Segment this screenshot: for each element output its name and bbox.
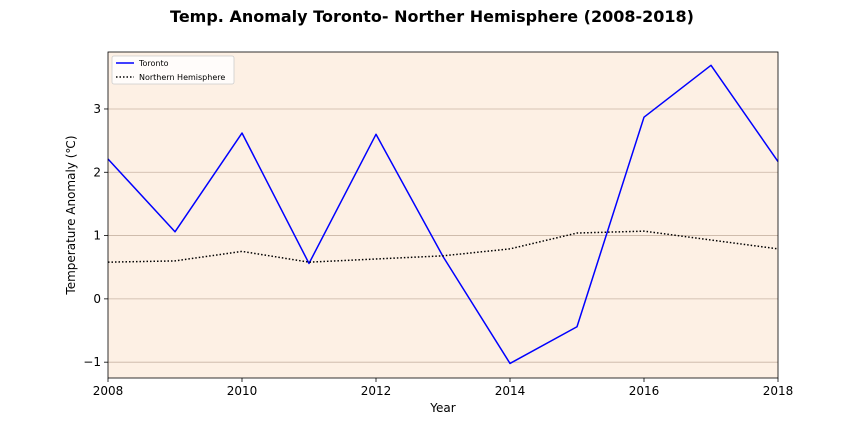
x-tick-label: 2016 [629,384,660,398]
x-axis-label: Year [429,401,455,415]
y-axis-label: Temperature Anomaly (℃) [64,135,78,295]
y-axis-ticks: −1 0 1 2 3 [83,102,108,369]
x-axis-ticks: 2008 2010 2012 2014 2016 2018 [93,378,794,398]
x-tick-label: 2010 [227,384,258,398]
gridlines [108,108,778,363]
chart-title: Temp. Anomaly Toronto- Norther Hemispher… [170,7,694,26]
y-tick-label: −1 [83,355,101,369]
plot-frame [107,51,779,379]
plot-area [108,52,778,378]
legend-label-toronto: Toronto [138,59,169,68]
legend-label-northern-hemisphere: Northern Hemisphere [139,73,225,82]
x-tick-label: 2012 [361,384,392,398]
legend-box [111,55,235,85]
x-tick-label: 2014 [495,384,526,398]
y-tick-label: 0 [93,292,101,306]
series-lines [107,64,779,365]
y-tick-label: 3 [93,102,101,116]
y-tick-label: 2 [93,165,101,179]
y-tick-label: 1 [93,229,101,243]
x-tick-label: 2008 [93,384,124,398]
series-line-northern-hemisphere [107,230,779,263]
x-tick-label: 2018 [763,384,794,398]
legend: Toronto Northern Hemisphere [111,55,235,85]
